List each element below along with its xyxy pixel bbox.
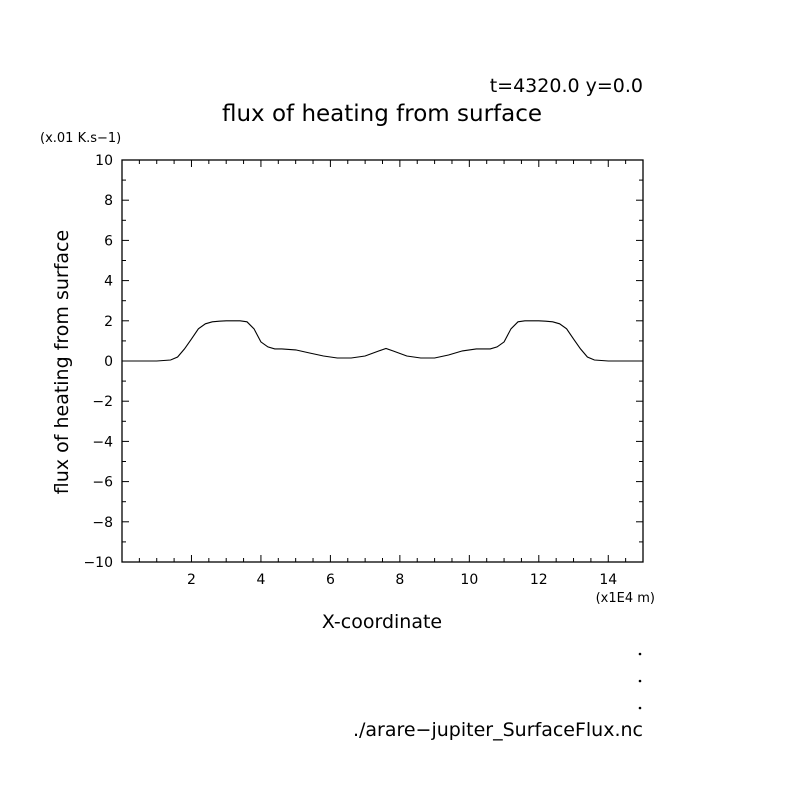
- x-tick-label: 14: [599, 572, 617, 588]
- plot-frame: [121, 159, 644, 563]
- y-tick-label: 2: [104, 314, 113, 330]
- y-tick-label: 8: [104, 193, 113, 209]
- chart-subtitle: t=4320.0 y=0.0: [490, 75, 643, 97]
- y-tick-label: 6: [104, 233, 113, 249]
- y-tick-label: −10: [83, 555, 113, 571]
- y-tick-label: −4: [92, 434, 113, 450]
- x-tick-label: 10: [460, 572, 478, 588]
- x-axis-unit: (x1E4 m): [596, 591, 655, 606]
- x-axis-label: X-coordinate: [322, 611, 442, 633]
- y-tick-label: 0: [104, 354, 113, 370]
- y-tick-label: 10: [95, 153, 113, 169]
- series-line-heating-flux: [122, 320, 643, 362]
- x-tick-label: 12: [530, 572, 548, 588]
- source-filename: ./arare−jupiter_SurfaceFlux.nc: [353, 719, 643, 741]
- y-tick-label: −8: [92, 515, 113, 531]
- x-tick-label: 2: [187, 572, 196, 588]
- y-tick-label: −2: [92, 394, 113, 410]
- x-tick-label: 4: [256, 572, 265, 588]
- x-tick-label: 8: [395, 572, 404, 588]
- x-axis-ticks: 2 4 6 8 10 12 14: [138, 160, 627, 588]
- marker-dot: [638, 706, 642, 710]
- marker-dot: [638, 652, 642, 656]
- chart-title: flux of heating from surface: [222, 101, 542, 127]
- y-axis-unit: (x.01 K.s−1): [40, 131, 121, 146]
- x-tick-label: 6: [326, 572, 335, 588]
- y-axis-ticks: −10 −8 −6 −4 −2 0 2 4 6 8 10: [83, 153, 643, 571]
- y-axis-label: flux of heating from surface: [51, 230, 73, 494]
- y-tick-label: −6: [92, 475, 113, 491]
- marker-dot: [638, 679, 642, 683]
- y-tick-label: 4: [104, 274, 113, 290]
